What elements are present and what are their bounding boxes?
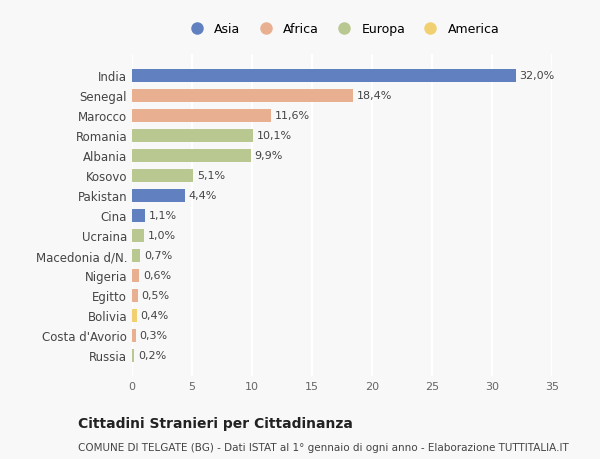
Text: 5,1%: 5,1% [197, 171, 225, 181]
Bar [132, 110, 271, 123]
Bar [132, 169, 193, 182]
Bar [132, 150, 251, 162]
Legend: Asia, Africa, Europa, America: Asia, Africa, Europa, America [181, 20, 503, 40]
Text: 11,6%: 11,6% [275, 111, 310, 121]
Text: 9,9%: 9,9% [254, 151, 283, 161]
Text: 1,1%: 1,1% [149, 211, 177, 221]
Text: 0,7%: 0,7% [144, 251, 172, 261]
Text: 4,4%: 4,4% [188, 191, 217, 201]
Text: 18,4%: 18,4% [356, 91, 392, 101]
Bar [132, 289, 138, 302]
Text: 0,2%: 0,2% [138, 350, 166, 360]
Text: 0,4%: 0,4% [140, 310, 169, 320]
Bar [132, 90, 353, 102]
Text: 10,1%: 10,1% [257, 131, 292, 141]
Bar [132, 70, 516, 83]
Bar [132, 209, 145, 222]
Bar [132, 329, 136, 342]
Text: Cittadini Stranieri per Cittadinanza: Cittadini Stranieri per Cittadinanza [78, 416, 353, 430]
Bar [132, 269, 139, 282]
Text: 0,6%: 0,6% [143, 270, 171, 280]
Bar [132, 309, 137, 322]
Text: COMUNE DI TELGATE (BG) - Dati ISTAT al 1° gennaio di ogni anno - Elaborazione TU: COMUNE DI TELGATE (BG) - Dati ISTAT al 1… [78, 442, 569, 452]
Text: 0,3%: 0,3% [139, 330, 167, 340]
Bar [132, 189, 185, 202]
Text: 0,5%: 0,5% [142, 291, 170, 301]
Text: 1,0%: 1,0% [148, 231, 176, 241]
Bar [132, 229, 144, 242]
Bar [132, 249, 140, 262]
Bar [132, 349, 134, 362]
Text: 32,0%: 32,0% [520, 71, 555, 81]
Bar [132, 129, 253, 142]
